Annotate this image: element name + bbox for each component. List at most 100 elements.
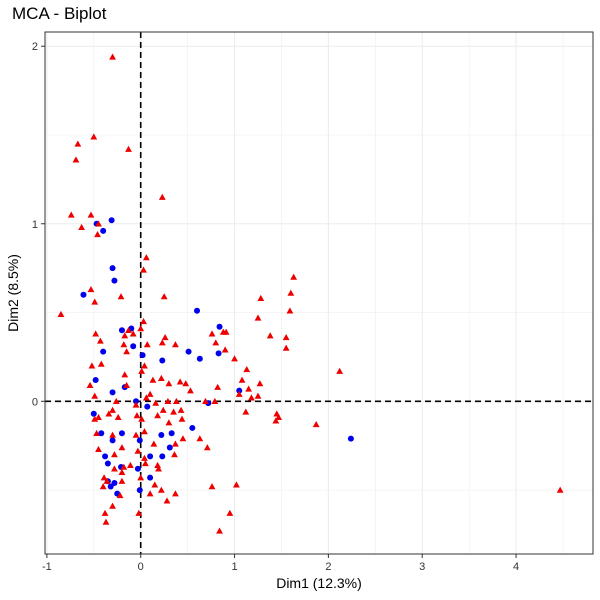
data-point-triangle — [102, 518, 110, 525]
data-point-triangle — [336, 367, 344, 374]
data-point-triangle — [257, 294, 265, 302]
data-point-circle — [108, 217, 115, 224]
data-points — [57, 53, 564, 534]
data-point-circle — [159, 357, 166, 364]
x-tick-label: 3 — [419, 561, 425, 573]
data-point-triangle — [95, 445, 102, 452]
data-point-triangle — [91, 415, 99, 422]
data-point-triangle — [272, 417, 280, 424]
data-point-circle — [347, 435, 354, 442]
data-point-circle — [147, 453, 154, 460]
data-point-circle — [104, 460, 111, 467]
data-point-triangle — [91, 298, 99, 305]
data-point-triangle — [150, 440, 158, 447]
data-point-triangle — [187, 387, 194, 394]
data-point-triangle — [114, 413, 122, 421]
data-point-triangle — [91, 392, 99, 399]
data-point-triangle — [120, 341, 128, 348]
data-point-triangle — [208, 330, 216, 337]
data-point-triangle — [165, 380, 173, 387]
data-point-triangle — [287, 289, 295, 296]
data-point-triangle — [109, 53, 116, 60]
data-point-triangle — [151, 481, 159, 488]
data-point-circle — [185, 348, 192, 355]
data-point-triangle — [282, 344, 290, 351]
data-point-triangle — [117, 293, 125, 300]
data-point-triangle — [226, 509, 234, 516]
data-point-triangle — [142, 394, 150, 401]
data-point-circle — [118, 327, 125, 334]
data-point-triangle — [125, 145, 132, 152]
data-point-circle — [111, 277, 118, 284]
data-point-circle — [90, 410, 97, 417]
data-point-triangle — [282, 333, 290, 341]
plot-panel — [45, 32, 593, 554]
data-point-triangle — [141, 428, 148, 435]
data-point-triangle — [312, 420, 320, 428]
data-point-triangle — [177, 406, 185, 413]
data-point-triangle — [158, 193, 166, 200]
data-point-triangle — [146, 390, 154, 397]
data-point-circle — [102, 453, 109, 460]
data-point-triangle — [57, 310, 65, 318]
data-point-triangle — [74, 140, 82, 147]
data-point-circle — [109, 437, 116, 444]
data-point-triangle — [245, 385, 253, 392]
x-tick-label: 4 — [513, 561, 519, 573]
data-point-triangle — [118, 468, 126, 476]
data-point-circle — [109, 389, 116, 396]
data-point-triangle — [157, 486, 165, 493]
data-point-triangle — [109, 406, 116, 413]
data-point-circle — [196, 355, 203, 362]
data-point-triangle — [266, 332, 274, 339]
data-point-circle — [134, 465, 141, 472]
data-point-triangle — [203, 444, 211, 451]
data-point-circle — [215, 350, 222, 357]
data-point-triangle — [125, 326, 132, 334]
data-point-triangle — [202, 397, 209, 405]
data-point-triangle — [214, 383, 222, 390]
data-point-circle — [159, 453, 166, 460]
data-point-triangle — [78, 223, 85, 231]
data-point-triangle — [101, 509, 109, 516]
x-tick-label: 1 — [231, 561, 237, 573]
data-point-triangle — [132, 401, 140, 408]
data-point-triangle — [159, 406, 167, 413]
data-point-triangle — [116, 492, 124, 499]
data-point-triangle — [86, 381, 94, 389]
data-point-circle — [100, 227, 107, 234]
data-point-triangle — [93, 429, 101, 436]
data-point-circle — [189, 424, 196, 431]
x-tick-label: -1 — [42, 561, 52, 573]
data-point-triangle — [143, 341, 151, 348]
data-point-triangle — [137, 474, 145, 481]
data-point-triangle — [67, 211, 75, 218]
data-point-triangle — [242, 408, 250, 415]
data-point-circle — [118, 430, 125, 437]
data-point-circle — [92, 377, 99, 383]
data-point-triangle — [92, 330, 100, 337]
data-point-triangle — [87, 286, 95, 293]
data-point-triangle — [88, 362, 96, 369]
data-point-triangle — [132, 431, 140, 438]
data-point-triangle — [137, 325, 145, 332]
data-point-triangle — [161, 333, 169, 341]
data-point-triangle — [142, 254, 150, 261]
data-point-circle — [130, 343, 137, 350]
data-point-triangle — [231, 355, 238, 362]
data-point-triangle — [129, 330, 137, 337]
data-point-circle — [107, 483, 114, 490]
data-point-triangle — [87, 211, 95, 218]
data-point-triangle — [290, 273, 298, 280]
data-point-triangle — [149, 376, 157, 383]
data-point-triangle — [72, 156, 80, 163]
data-point-triangle — [556, 486, 564, 493]
y-tick-label: 2 — [32, 41, 38, 53]
data-point-triangle — [138, 415, 146, 422]
data-point-circle — [158, 432, 165, 439]
x-tick-label: 0 — [138, 561, 144, 573]
data-point-triangle — [238, 376, 246, 383]
data-point-triangle — [111, 465, 118, 472]
data-point-triangle — [152, 399, 160, 406]
data-point-triangle — [212, 339, 220, 346]
